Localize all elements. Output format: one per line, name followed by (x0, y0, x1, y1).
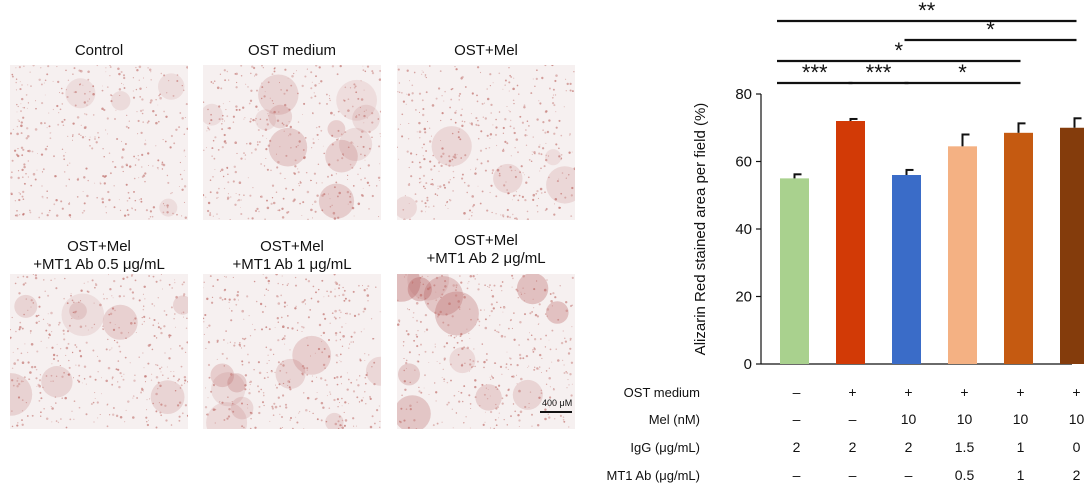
condition-value-0-2: + (904, 384, 912, 400)
micrograph-mt1-1 (203, 274, 381, 429)
bar-4 (1004, 132, 1033, 364)
condition-value-1-1: – (849, 411, 857, 427)
condition-value-2-4: 1 (1017, 439, 1025, 455)
y-axis-label: Alizarin Red stained area per field (%) (692, 103, 709, 356)
micrograph-mt1-2 (397, 274, 575, 429)
significance-label-3: *** (802, 60, 828, 85)
condition-value-1-2: 10 (901, 411, 917, 427)
condition-value-0-1: + (848, 384, 856, 400)
significance-label-2: * (894, 38, 903, 63)
y-tick-label-2: 40 (735, 221, 752, 238)
micrograph-ost-mel (397, 65, 575, 220)
y-tick-label-3: 60 (735, 154, 752, 171)
panel-label-control: Control (74, 42, 124, 59)
condition-value-2-3: 1.5 (955, 439, 975, 455)
condition-value-2-5: 0 (1073, 439, 1081, 455)
micrograph-mt1-05 (10, 274, 188, 429)
condition-value-3-0: – (793, 467, 801, 483)
bar-0 (780, 178, 809, 364)
condition-value-1-3: 10 (957, 411, 973, 427)
condition-label-2: IgG (μg/mL) (630, 440, 700, 455)
condition-value-3-3: 0.5 (955, 467, 975, 483)
bar-3 (948, 146, 977, 364)
panel-label-mt1-05: OST+Mel +MT1 Ab 0.5 μg/mL (33, 238, 165, 273)
y-tick-label-4: 80 (735, 86, 752, 103)
condition-value-1-4: 10 (1013, 411, 1029, 427)
condition-label-3: MT1 Ab (μg/mL) (607, 468, 700, 483)
panel-label-ost-mel: OST+Mel (454, 42, 518, 59)
y-tick-label-1: 20 (735, 289, 752, 306)
condition-value-0-3: + (960, 384, 968, 400)
significance-label-1: * (986, 17, 995, 42)
condition-value-0-4: + (1016, 384, 1024, 400)
condition-value-0-0: – (793, 384, 801, 400)
condition-label-0: OST medium (624, 385, 700, 400)
condition-value-1-0: – (793, 411, 801, 427)
micrograph-ost-medium (203, 65, 381, 220)
bar-5 (1060, 127, 1084, 364)
condition-value-3-1: – (849, 467, 857, 483)
condition-value-3-4: 1 (1017, 467, 1025, 483)
significance-label-4: *** (866, 60, 892, 85)
condition-value-2-2: 2 (905, 439, 913, 455)
condition-value-2-1: 2 (849, 439, 857, 455)
bar-2 (892, 175, 921, 364)
panel-label-ost-medium: OST medium (247, 42, 337, 59)
panel-label-mt1-1: OST+Mel +MT1 Ab 1 μg/mL (232, 238, 352, 273)
condition-label-1: Mel (nM) (649, 412, 700, 427)
scale-bar (540, 411, 572, 413)
micrograph-control (10, 65, 188, 220)
significance-label-5: * (958, 60, 967, 85)
y-tick-label-0: 0 (744, 356, 752, 373)
condition-value-0-5: + (1072, 384, 1080, 400)
significance-label-0: ** (918, 0, 936, 23)
condition-value-3-2: – (905, 467, 913, 483)
condition-value-3-5: 2 (1073, 467, 1081, 483)
panel-label-mt1-2: OST+Mel +MT1 Ab 2 μg/mL (426, 232, 546, 267)
bar-1 (836, 121, 865, 364)
condition-value-2-0: 2 (793, 439, 801, 455)
scale-bar-label: 400 μM (542, 398, 573, 408)
condition-value-1-5: 10 (1069, 411, 1084, 427)
